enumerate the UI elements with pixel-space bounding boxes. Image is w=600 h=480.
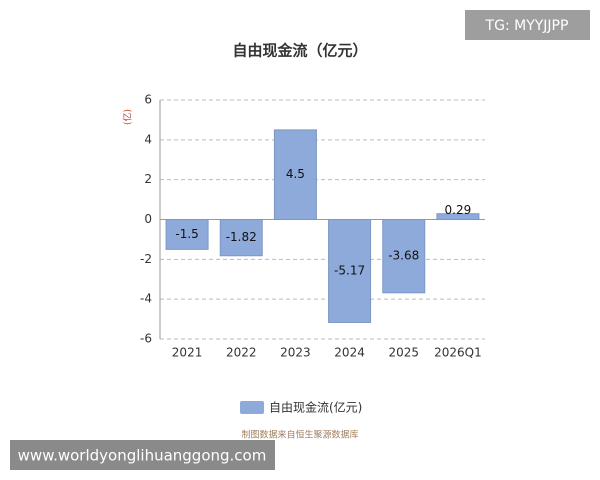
- x-tick-label: 2024: [334, 346, 365, 360]
- chart-title: 自由现金流（亿元）: [232, 42, 367, 60]
- y-tick-label: -6: [140, 332, 152, 346]
- data-label: -5.17: [334, 263, 365, 277]
- bar: [219, 219, 263, 257]
- bar: [436, 213, 480, 220]
- data-label: -3.68: [388, 249, 419, 263]
- bar: [273, 129, 317, 220]
- y-tick-label: 2: [144, 172, 152, 186]
- x-tick-label: 2022: [226, 346, 257, 360]
- bar: [328, 219, 372, 323]
- x-tick-label: 2021: [172, 346, 203, 360]
- x-tick-label: 2025: [388, 346, 419, 360]
- source-note: 制图数据来自恒生聚源数据库: [241, 429, 358, 441]
- legend-label: 自由现金流(亿元): [269, 400, 362, 415]
- y-tick-label: -4: [140, 292, 152, 306]
- y-tick-label: 0: [144, 212, 152, 226]
- y-tick-label: 4: [144, 132, 152, 146]
- data-label: 0.29: [445, 203, 472, 217]
- bar: [165, 219, 209, 250]
- data-label: -1.5: [175, 227, 198, 241]
- watermark-box: [465, 10, 590, 40]
- watermark: TG: MYYJJPP: [485, 18, 569, 34]
- data-label: -1.82: [226, 230, 257, 244]
- x-tick-label: 2026Q1: [434, 346, 482, 360]
- watermark-box: [10, 440, 275, 470]
- legend-swatch: [240, 401, 264, 414]
- bar: [382, 219, 426, 294]
- y-tick-label: -2: [140, 252, 152, 266]
- y-axis-label: (亿): [122, 109, 134, 125]
- data-label: 4.5: [286, 167, 305, 181]
- watermark: www.worldyonglihuanggong.com: [18, 447, 267, 465]
- y-tick-label: 6: [144, 93, 152, 107]
- x-tick-label: 2023: [280, 346, 311, 360]
